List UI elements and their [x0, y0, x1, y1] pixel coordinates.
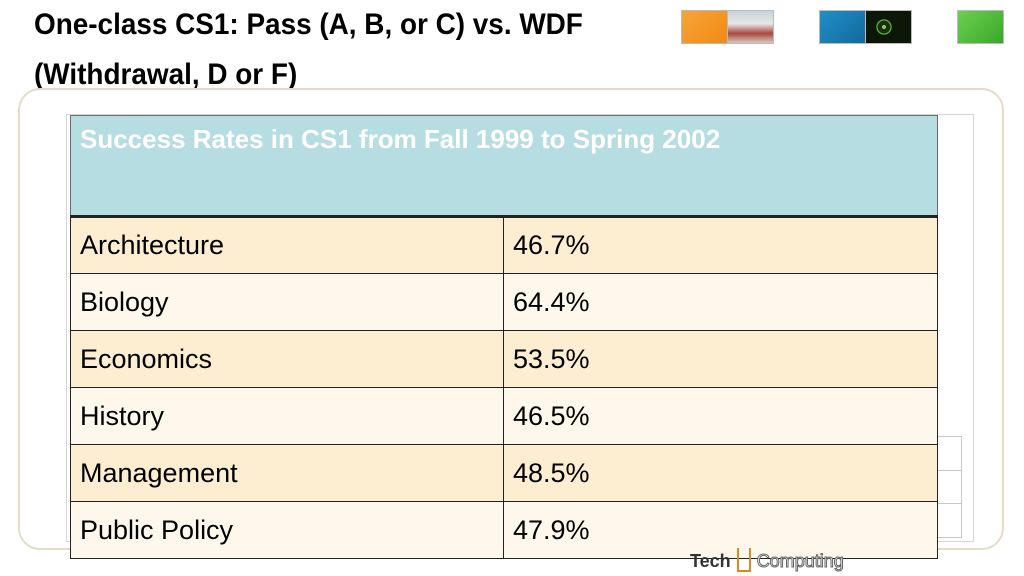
table-caption: Success Rates in CS1 from Fall 1999 to S…	[70, 115, 938, 218]
major-cell: Public Policy	[70, 501, 504, 559]
header-thumbnail-blue	[819, 10, 866, 44]
background-grid-fragment	[936, 436, 962, 538]
rate-cell: 64.4%	[503, 273, 938, 331]
rate-cell: 53.5%	[503, 330, 938, 388]
logo-word-computing: Computing	[756, 551, 844, 572]
table-row: History 46.5%	[70, 387, 938, 445]
major-cell: Biology	[70, 273, 504, 331]
table-row: Management 48.5%	[70, 444, 938, 502]
success-rates-table: Success Rates in CS1 from Fall 1999 to S…	[70, 115, 938, 559]
rate-cell: 46.5%	[503, 387, 938, 445]
rate-cell: 46.7%	[503, 216, 938, 274]
table-row: Biology 64.4%	[70, 273, 938, 331]
major-cell: Management	[70, 444, 504, 502]
table-row: Public Policy 47.9%	[70, 501, 938, 559]
header-thumbnail-orange	[681, 10, 728, 44]
table-row: Architecture 46.7%	[70, 216, 938, 274]
logo-word-tech: Tech	[690, 551, 731, 571]
rate-cell: 47.9%	[503, 501, 938, 559]
rate-cell: 48.5%	[503, 444, 938, 502]
header-thumbnail-green	[957, 10, 1004, 44]
logo-bracket-icon	[736, 548, 751, 572]
header-thumbnail-network-photo	[865, 10, 912, 44]
major-cell: History	[70, 387, 504, 445]
table-header-row: Success Rates in CS1 from Fall 1999 to S…	[70, 115, 938, 218]
slide-title: One-class CS1: Pass (A, B, or C) vs. WDF…	[34, 8, 583, 91]
footer-logo: Tech Computing	[690, 548, 890, 576]
major-cell: Economics	[70, 330, 504, 388]
major-cell: Architecture	[70, 216, 504, 274]
table-row: Economics 53.5%	[70, 330, 938, 388]
header-thumbnail-building-photo	[727, 10, 774, 44]
